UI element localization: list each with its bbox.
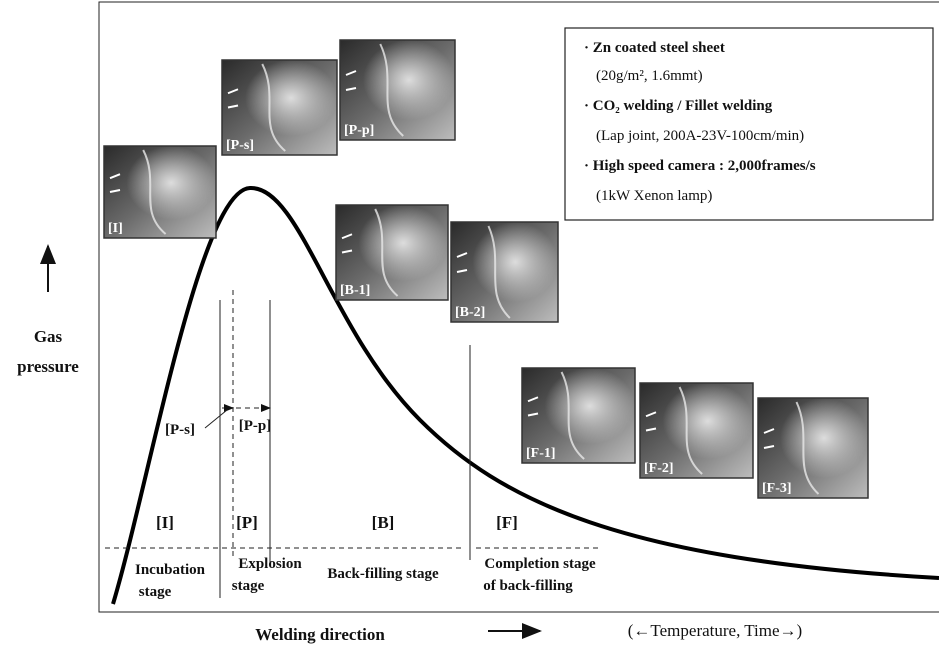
photo-label: [P-p] [344,123,374,138]
stage-label: [B] [372,513,395,532]
photo-streak [261,63,286,152]
stage-name: Back-filling stage [327,566,439,582]
photo: [F-3] [757,397,869,499]
photo-label: [F-3] [762,481,792,496]
info-heading: · High speed camera : 2,000frames/s [584,158,816,174]
pressure-curve [111,185,939,605]
photo-streak [341,233,353,254]
photos: [I] [P-s] [P-p] [B-1] [B-2] [F-1] [F-2] [F-3] [103,39,869,499]
photo-label: [F-2] [644,461,674,476]
photo-streak [795,401,820,495]
y-label: Gas [34,327,63,346]
stage-name: stage [139,584,172,600]
photo-glow [758,398,868,498]
photo-streak [678,386,703,475]
stage-name: stage [232,578,265,594]
photo-glow [451,222,558,322]
photo: [P-s] [221,59,338,156]
photo-label: [I] [108,221,123,236]
info-detail: (Lap joint, 200A-23V-100cm/min) [596,128,804,144]
photo-streak [487,225,511,319]
info-heading: · CO₂ welding / Fillet welding [584,98,773,114]
photo: [F-1] [521,367,636,464]
x-note: (←Temperature, Time→) [628,621,802,640]
photo-label: [B-1] [340,283,370,298]
photo-streak [227,88,239,109]
x-label: Welding direction [255,625,385,644]
stage-label: [P] [236,513,258,532]
info-box [564,27,934,221]
info-detail: (20g/m², 1.6mmt) [596,68,703,84]
frame [98,1,939,613]
photo-streak [527,396,539,417]
stage-label: [F] [496,513,518,532]
photo-streak [763,428,775,449]
photo: [B-1] [335,204,449,301]
photo-label: [P-s] [226,138,254,153]
photo-glow [104,146,216,238]
info-detail: (1kW Xenon lamp) [596,188,712,204]
photo-streak [345,70,357,91]
photo-label: [F-1] [526,446,556,461]
stage-name: Completion stage [484,556,596,572]
leader [204,409,228,429]
sub-stage-label: [P-p] [239,418,272,434]
photo-streak [142,149,167,235]
photo: [B-2] [450,221,559,323]
photo-glow [522,368,635,463]
photo-streak [645,411,657,432]
y-label: pressure [17,357,79,376]
sub-stage-label: [P-s] [165,422,195,438]
info-heading: · Zn coated steel sheet [584,40,725,56]
photo-glow [336,205,448,300]
photo-label: [B-2] [455,305,485,320]
stage-name: Incubation [135,562,206,578]
photo-glow [340,40,455,140]
photo-streak [374,208,399,297]
photo-streak [560,371,585,460]
photo-streak [109,173,121,193]
photo: [P-p] [339,39,456,141]
photo-streak [379,43,404,137]
stage-name: of back-filling [483,578,573,594]
stage-label: [I] [156,513,174,532]
stage-name: Explosion [238,556,302,572]
photo: [F-2] [639,382,754,479]
photo-glow [640,383,753,478]
photo-glow [222,60,337,155]
photo-streak [456,252,468,273]
photo: [I] [103,145,217,239]
